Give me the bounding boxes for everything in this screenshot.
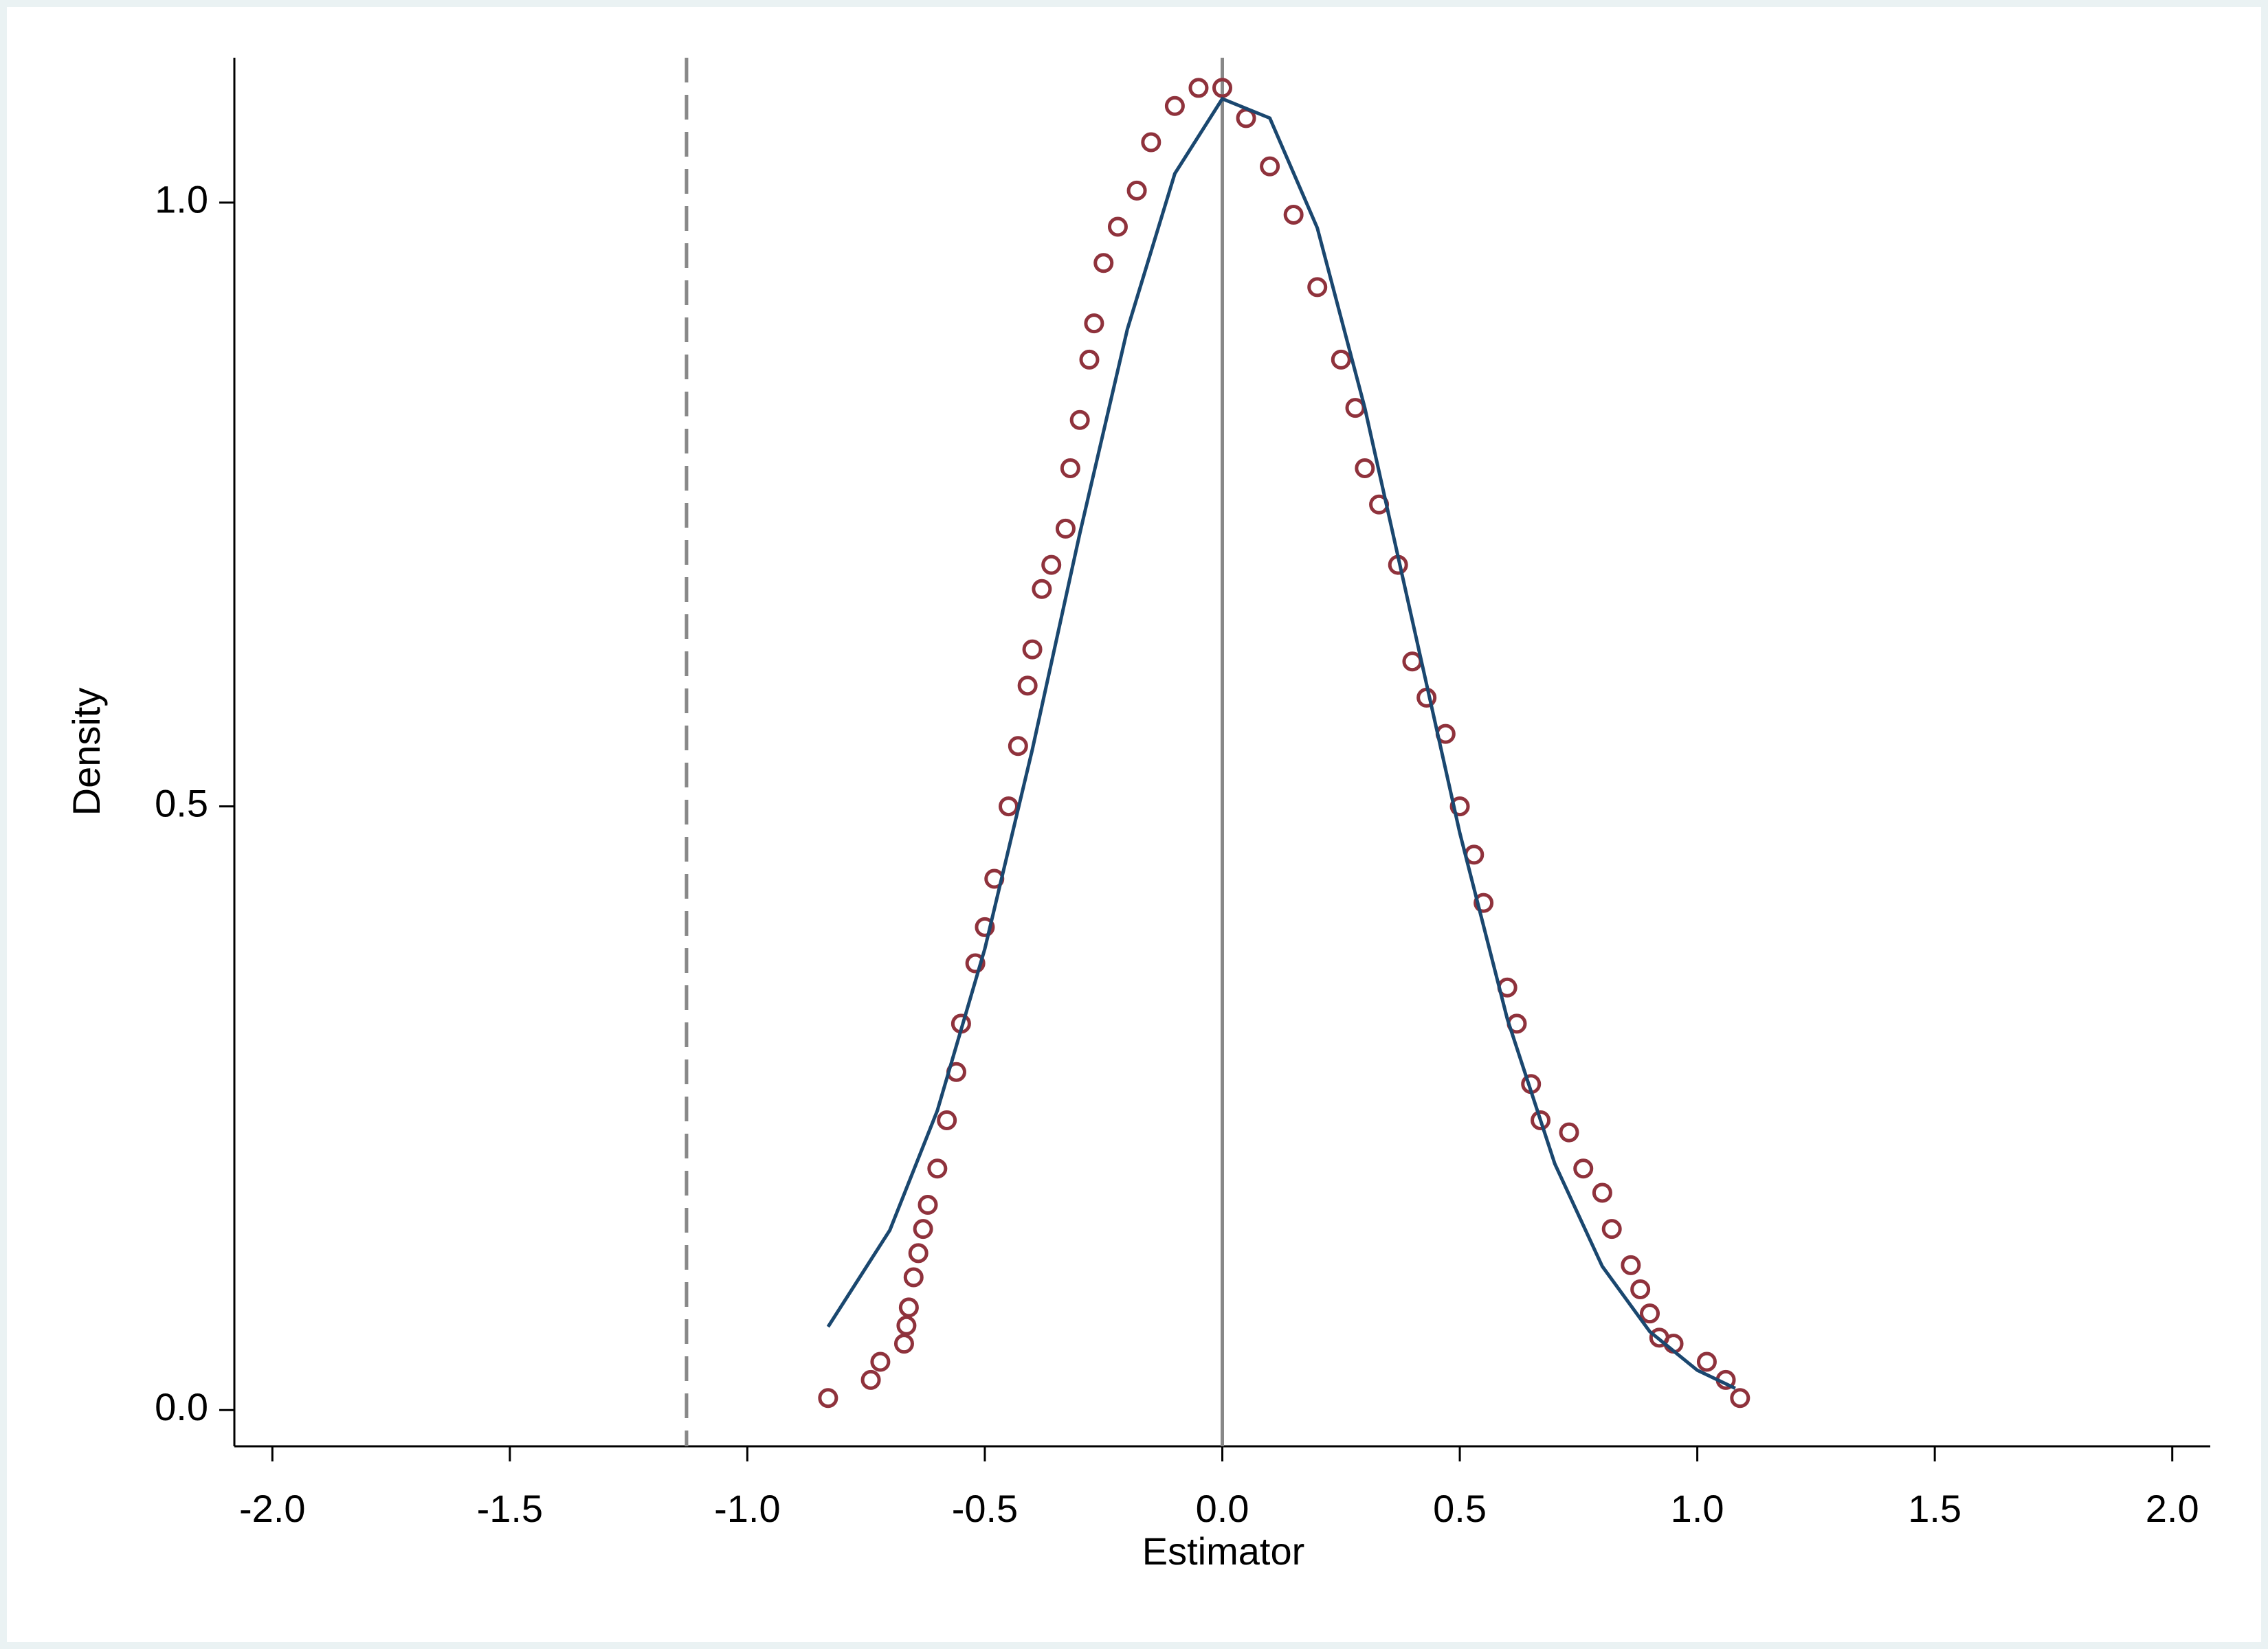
point: [1355, 458, 1375, 479]
point: [1055, 518, 1076, 539]
point: [1639, 1303, 1660, 1324]
point: [975, 917, 995, 937]
y-tick-label: 0.5: [155, 781, 208, 824]
point: [918, 1195, 938, 1215]
x-tick-label: -2.0: [239, 1487, 306, 1530]
point: [1212, 78, 1232, 98]
point: [1696, 1351, 1717, 1372]
point: [1084, 313, 1104, 334]
point: [898, 1297, 919, 1318]
plot-background: [7, 7, 2261, 1642]
point: [818, 1388, 838, 1409]
point: [1079, 349, 1100, 370]
point: [1260, 156, 1280, 177]
point: [1041, 554, 1062, 575]
point: [1008, 736, 1028, 756]
point: [1188, 78, 1209, 98]
point: [896, 1315, 917, 1336]
point: [1283, 204, 1304, 225]
point: [1069, 410, 1090, 430]
point: [1331, 349, 1351, 370]
point: [1093, 253, 1114, 273]
x-tick-label: 0.5: [1433, 1487, 1487, 1530]
x-tick-label: -0.5: [952, 1487, 1019, 1530]
y-tick-label: 1.0: [155, 178, 208, 221]
point: [1474, 893, 1494, 913]
point: [1032, 579, 1052, 599]
point: [1531, 1110, 1551, 1131]
point: [1141, 132, 1161, 153]
x-axis-title: Estimator: [1142, 1529, 1305, 1573]
point: [999, 796, 1019, 817]
point: [965, 953, 986, 974]
x-tick-label: -1.5: [477, 1487, 544, 1530]
point: [1126, 180, 1147, 201]
point: [1164, 96, 1185, 116]
point: [1449, 796, 1470, 817]
point: [1573, 1158, 1594, 1179]
point: [1601, 1219, 1622, 1239]
point: [1017, 675, 1038, 696]
point: [1730, 1388, 1750, 1409]
x-tick-label: 0.0: [1196, 1487, 1249, 1530]
point: [1621, 1255, 1641, 1275]
point: [893, 1334, 914, 1354]
point: [1107, 216, 1128, 237]
point: [927, 1158, 948, 1179]
point: [1592, 1182, 1612, 1203]
x-tick-label: -1.0: [714, 1487, 781, 1530]
x-tick-label: 2.0: [2146, 1487, 2199, 1530]
point: [1559, 1122, 1579, 1143]
point: [1060, 458, 1080, 479]
point: [870, 1351, 891, 1372]
y-axis-title: Density: [65, 688, 108, 816]
point: [937, 1110, 957, 1131]
point: [1630, 1279, 1651, 1300]
x-tick-label: 1.0: [1671, 1487, 1724, 1530]
density-curve: [826, 96, 1736, 1390]
point: [908, 1243, 929, 1264]
point: [1307, 277, 1328, 298]
x-tick-label: 1.5: [1908, 1487, 1961, 1530]
point: [1022, 639, 1043, 660]
point: [913, 1219, 933, 1239]
point: [860, 1369, 881, 1390]
point: [903, 1267, 924, 1288]
y-tick-label: 0.0: [155, 1385, 208, 1428]
